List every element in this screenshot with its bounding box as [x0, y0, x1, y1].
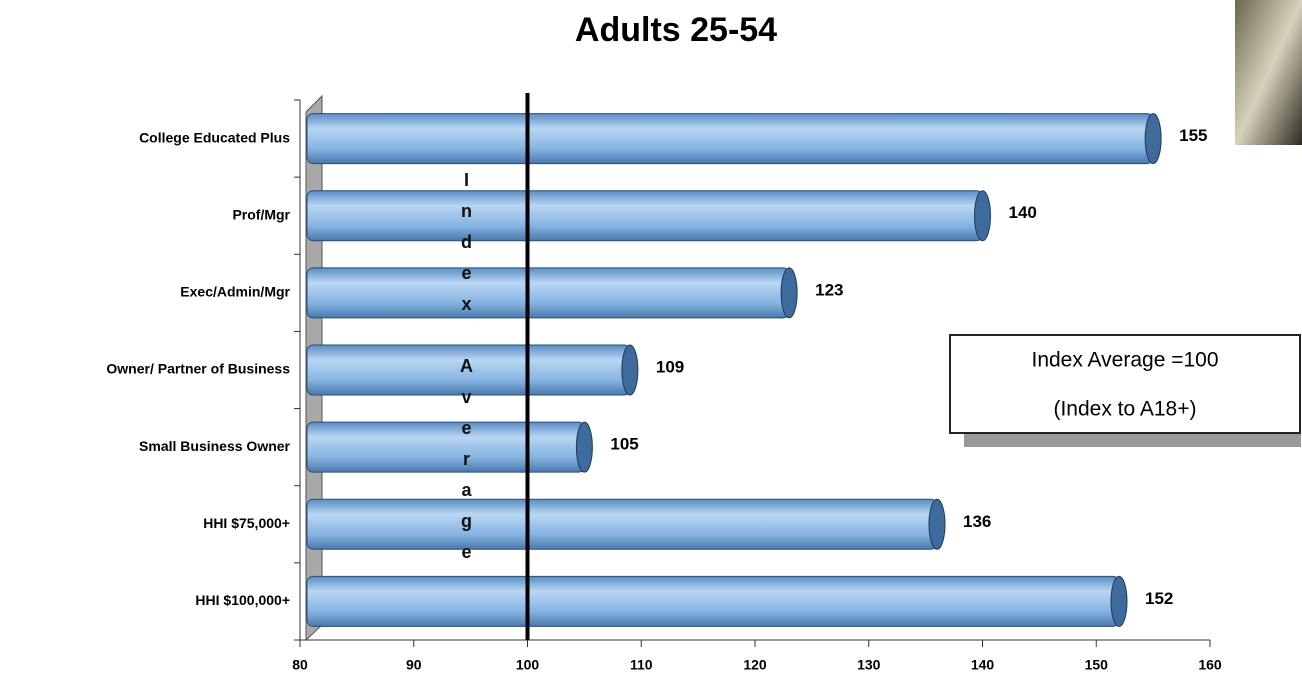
bar-cap	[1144, 113, 1162, 165]
chart-title: Adults 25-54	[575, 11, 777, 49]
x-tick-label: 80	[292, 657, 308, 673]
y-tick-label: Exec/Admin/Mgr	[180, 284, 290, 300]
x-tick-label: 110	[630, 657, 653, 673]
bar-cap	[974, 190, 991, 242]
value-label: 123	[815, 280, 843, 299]
value-label: 109	[656, 357, 684, 376]
x-tick-label: 160	[1198, 657, 1222, 673]
y-tick-label: College Educated Plus	[139, 129, 290, 145]
x-tick-label: 150	[1085, 657, 1109, 673]
y-tick-label: HHI $100,000+	[195, 592, 290, 608]
photo	[1235, 0, 1302, 145]
y-tick-label: Small Business Owner	[139, 438, 290, 454]
bar-cap	[575, 421, 593, 473]
bar-cap	[621, 344, 639, 396]
y-tick-label: Prof/Mgr	[232, 206, 290, 222]
bar	[306, 421, 585, 473]
bar	[306, 113, 1154, 165]
value-label: 155	[1179, 126, 1207, 145]
value-label: 136	[963, 512, 991, 531]
x-tick-label: 140	[971, 657, 995, 673]
annotation-text: Index Average =100	[1031, 349, 1218, 372]
x-tick-label: 100	[516, 657, 540, 673]
bar-cap	[1110, 575, 1128, 627]
x-tick-label: 120	[743, 657, 767, 673]
bar-cap	[780, 267, 798, 319]
y-tick-label: Owner/ Partner of Business	[106, 361, 290, 377]
bar	[306, 575, 1120, 627]
reference-label: Index Average	[456, 170, 477, 573]
x-tick-label: 90	[406, 657, 422, 673]
bar	[306, 190, 983, 242]
y-tick-label: HHI $75,000+	[203, 515, 290, 531]
bar-cap	[928, 498, 946, 550]
value-label: 140	[1009, 203, 1037, 222]
value-label: 105	[610, 435, 638, 454]
bar	[306, 267, 790, 319]
annotation-text: (Index to A18+)	[1053, 398, 1196, 421]
value-label: 152	[1145, 589, 1173, 608]
x-tick-label: 130	[857, 657, 881, 673]
annotation-box	[949, 334, 1301, 434]
bar	[306, 498, 938, 550]
